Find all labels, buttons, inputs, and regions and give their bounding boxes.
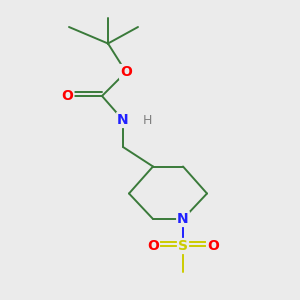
Text: O: O <box>147 239 159 253</box>
Text: S: S <box>178 239 188 253</box>
Text: O: O <box>207 239 219 253</box>
Text: N: N <box>177 212 189 226</box>
Text: N: N <box>117 113 129 127</box>
Text: O: O <box>120 65 132 79</box>
Text: O: O <box>61 89 74 103</box>
Text: H: H <box>142 113 152 127</box>
